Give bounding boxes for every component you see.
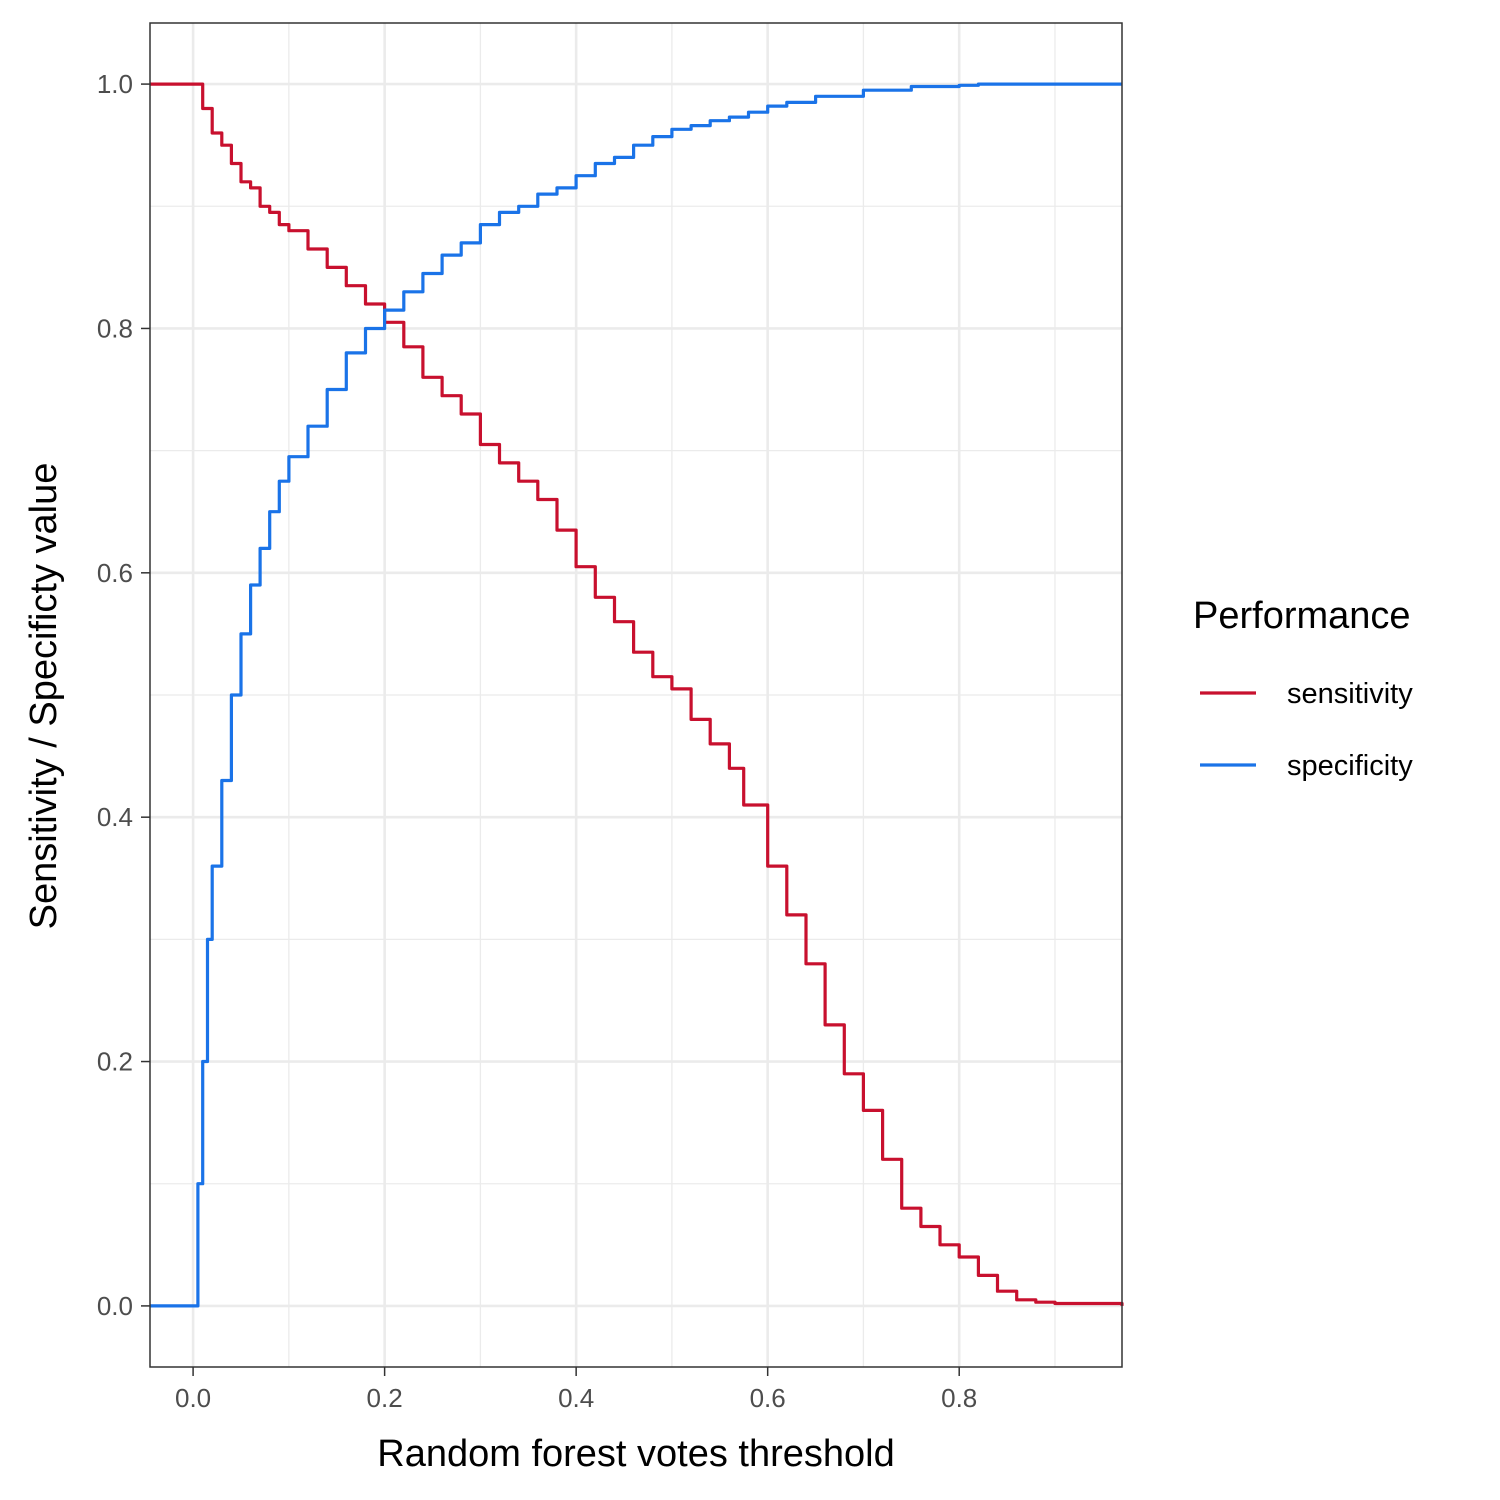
y-tick-label: 0.4 — [97, 802, 133, 832]
series-layer — [150, 82, 1124, 1308]
legend-entries: sensitivity specificity — [1200, 678, 1413, 782]
y-tick-label: 0.6 — [97, 558, 133, 588]
grid-major — [150, 23, 1122, 1367]
x-axis-title: Random forest votes threshold — [377, 1433, 895, 1475]
x-tick-label: 0.0 — [175, 1383, 211, 1413]
panel-border — [149, 22, 1123, 1368]
x-tick-label: 0.2 — [367, 1383, 403, 1413]
legend-label-sensitivity: sensitivity — [1287, 678, 1413, 710]
legend-title: Performance — [1193, 595, 1411, 637]
y-axis-title: Sensitivity / Specificty value — [23, 463, 65, 930]
x-tick-label: 0.4 — [558, 1383, 594, 1413]
y-tick-label: 0.0 — [97, 1291, 133, 1321]
y-tick-label: 0.8 — [97, 313, 133, 343]
x-axis-ticks: 0.0 0.2 0.4 0.6 0.8 — [175, 1367, 977, 1413]
y-axis-ticks: 0.0 0.2 0.4 0.6 0.8 1.0 — [97, 69, 150, 1321]
specificity-line — [150, 82, 1122, 1308]
sensitivity-line — [150, 82, 1124, 1306]
x-tick-label: 0.8 — [941, 1383, 977, 1413]
y-tick-label: 0.2 — [97, 1047, 133, 1077]
y-tick-label: 1.0 — [97, 69, 133, 99]
legend: Performance sensitivity specificity — [1193, 595, 1413, 782]
legend-label-specificity: specificity — [1287, 750, 1413, 782]
x-tick-label: 0.6 — [750, 1383, 786, 1413]
